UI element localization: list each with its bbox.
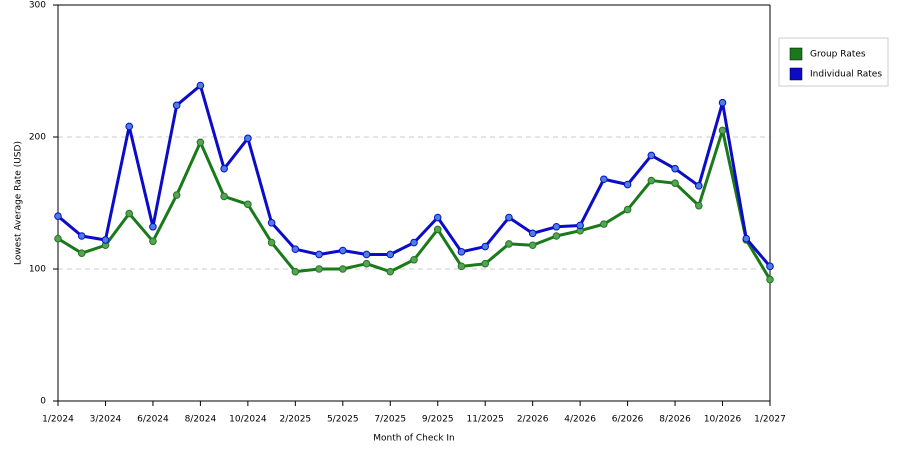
data-point <box>766 262 774 271</box>
data-point <box>77 249 86 257</box>
y-tick-label: 100 <box>29 265 46 275</box>
data-point <box>433 213 442 222</box>
data-point <box>315 265 323 273</box>
data-point <box>54 234 62 243</box>
data-point <box>766 275 774 284</box>
data-point <box>291 267 300 276</box>
x-tick-label: 6/2024 <box>137 415 169 425</box>
data-point <box>695 182 703 190</box>
data-point <box>718 126 727 135</box>
data-point <box>244 134 252 143</box>
legend-label: Group Rates <box>810 50 866 60</box>
data-point <box>244 200 252 209</box>
data-point <box>505 240 513 248</box>
legend-swatch <box>789 47 803 61</box>
x-tick-label: 8/2026 <box>659 415 691 425</box>
data-point <box>220 164 228 173</box>
data-point <box>528 229 537 238</box>
x-tick-label: 5/2025 <box>327 415 359 425</box>
data-point <box>481 242 490 251</box>
data-point <box>125 122 133 131</box>
data-point <box>576 221 584 230</box>
data-point <box>196 138 205 147</box>
data-point <box>600 175 608 184</box>
data-point <box>172 191 181 199</box>
y-tick-label: 200 <box>29 133 46 143</box>
legend-swatch <box>789 67 803 81</box>
data-point <box>433 225 442 234</box>
data-point <box>291 245 300 253</box>
data-point <box>362 259 371 268</box>
data-point <box>671 179 679 187</box>
x-tick-label: 9/2025 <box>422 415 454 425</box>
x-tick-label: 10/2026 <box>704 415 742 425</box>
data-point <box>457 248 466 256</box>
data-point <box>54 212 62 220</box>
data-point <box>671 164 679 173</box>
x-tick-label: 8/2024 <box>185 415 217 425</box>
data-point <box>339 246 347 255</box>
x-tick-label: 3/2024 <box>90 415 122 425</box>
data-point <box>386 250 395 259</box>
x-tick-label: 2/2025 <box>279 415 311 425</box>
data-point <box>647 151 656 160</box>
data-point <box>172 101 181 110</box>
data-point <box>386 267 395 276</box>
data-point <box>101 236 110 244</box>
data-point <box>600 220 608 228</box>
data-point <box>125 209 133 218</box>
data-point <box>267 219 276 227</box>
data-point <box>196 81 205 90</box>
data-point <box>77 232 86 240</box>
data-point <box>695 201 703 210</box>
data-point <box>410 238 418 247</box>
x-tick-label: 7/2025 <box>374 415 406 425</box>
y-axis-label: Lowest Average Rate (USD) <box>14 141 24 265</box>
data-point <box>149 237 157 246</box>
x-tick-label: 10/2024 <box>229 415 267 425</box>
x-tick-label: 1/2027 <box>754 415 786 425</box>
y-tick-label: 300 <box>29 1 46 11</box>
data-point <box>718 98 727 107</box>
data-point <box>481 259 490 268</box>
data-point <box>623 180 632 189</box>
x-tick-label: 6/2026 <box>612 415 644 425</box>
data-point <box>149 222 157 231</box>
data-point <box>267 238 276 247</box>
data-point <box>362 250 371 259</box>
data-point <box>742 234 751 243</box>
data-point <box>505 213 513 222</box>
data-point <box>315 250 323 259</box>
data-point <box>552 232 561 240</box>
x-tick-label: 1/2024 <box>42 415 74 425</box>
data-point <box>220 192 228 201</box>
data-point <box>410 255 418 264</box>
x-tick-label: 4/2026 <box>564 415 596 425</box>
data-point <box>647 176 656 185</box>
data-point <box>552 222 561 231</box>
data-point <box>623 205 632 214</box>
data-point <box>457 262 466 271</box>
x-tick-label: 2/2026 <box>517 415 549 425</box>
legend-label: Individual Rates <box>810 70 882 80</box>
x-tick-label: 11/2025 <box>467 415 504 425</box>
data-point <box>339 265 347 273</box>
data-point <box>528 241 537 250</box>
y-tick-label: 0 <box>40 397 46 407</box>
x-axis-label: Month of Check In <box>373 434 455 444</box>
